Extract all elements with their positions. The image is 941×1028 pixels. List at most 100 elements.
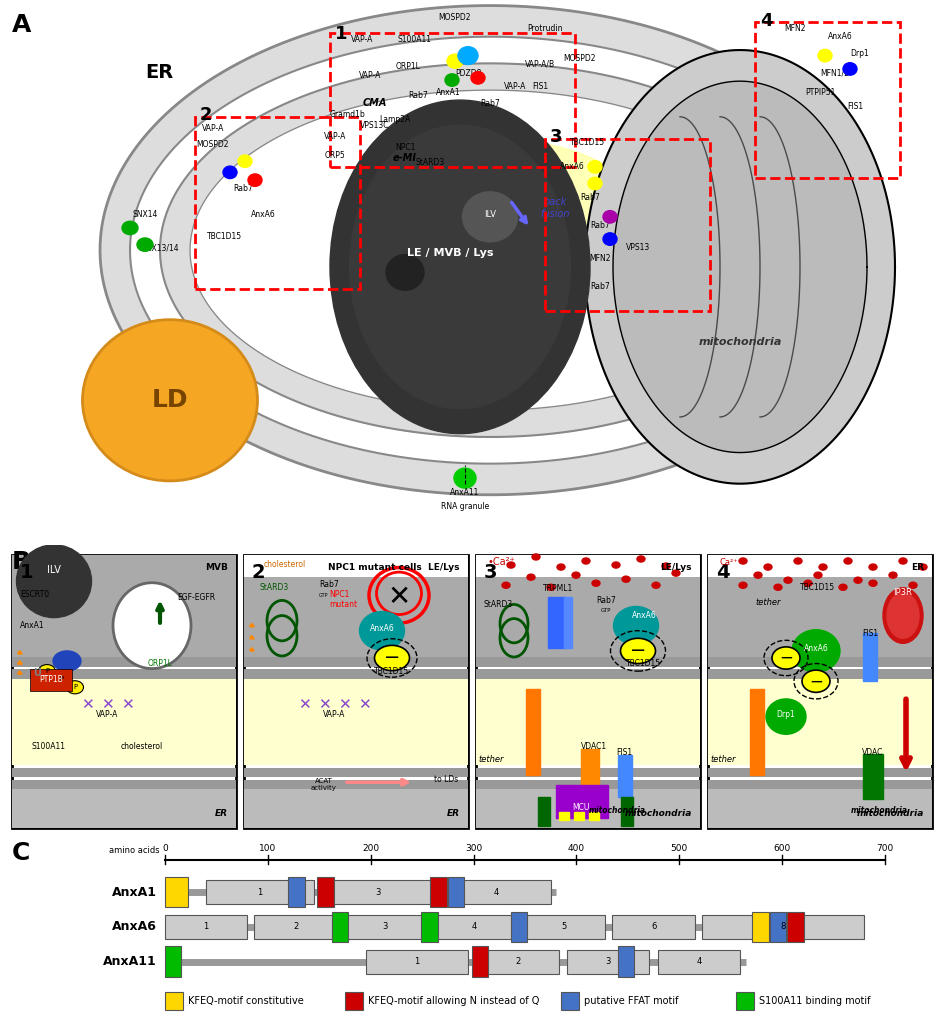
Bar (471, 947, 488, 977)
Ellipse shape (592, 580, 600, 586)
Ellipse shape (919, 564, 927, 571)
Text: VAP-A: VAP-A (324, 132, 346, 141)
Ellipse shape (447, 54, 463, 68)
Text: amino acids: amino acids (109, 846, 160, 855)
Bar (244, 768, 468, 777)
Text: ACAT
activity: ACAT activity (311, 778, 337, 792)
Bar (476, 768, 700, 777)
Bar (476, 680, 700, 765)
Text: AnxA6: AnxA6 (828, 32, 853, 41)
Text: LE/Lys: LE/Lys (661, 563, 692, 572)
Polygon shape (100, 5, 861, 494)
Text: TRPML1: TRPML1 (543, 584, 573, 593)
Text: MOSPD2: MOSPD2 (197, 140, 230, 149)
Text: ✕: ✕ (338, 697, 350, 712)
Text: 4: 4 (696, 957, 701, 966)
Ellipse shape (603, 232, 617, 246)
Text: Lamp2A: Lamp2A (379, 115, 410, 124)
Bar (708, 680, 932, 765)
Ellipse shape (802, 670, 830, 692)
FancyArrowPatch shape (250, 648, 253, 651)
Ellipse shape (53, 672, 70, 686)
Bar (617, 947, 634, 977)
Text: VAP-A: VAP-A (351, 35, 374, 44)
Ellipse shape (612, 562, 620, 568)
Ellipse shape (764, 564, 772, 571)
Text: 2: 2 (252, 563, 265, 582)
Ellipse shape (772, 647, 800, 669)
Ellipse shape (739, 558, 747, 564)
Bar (511, 912, 527, 942)
Polygon shape (190, 90, 775, 410)
Text: EGF-EGFR: EGF-EGFR (177, 593, 215, 602)
Ellipse shape (637, 556, 645, 562)
Text: VAP-A: VAP-A (503, 82, 526, 90)
Ellipse shape (502, 582, 510, 588)
Text: ✕: ✕ (388, 583, 410, 612)
Text: 3: 3 (375, 887, 381, 896)
Ellipse shape (739, 582, 747, 588)
Text: 1: 1 (335, 25, 347, 43)
Text: PTP1B: PTP1B (40, 675, 63, 685)
Text: Rab7: Rab7 (597, 596, 615, 605)
Bar (195, 117, 360, 289)
Text: Rab7: Rab7 (580, 193, 599, 203)
Ellipse shape (869, 580, 877, 586)
Text: putative FFAT motif: putative FFAT motif (584, 996, 678, 1005)
Ellipse shape (572, 573, 580, 578)
Text: MFN2: MFN2 (784, 24, 805, 33)
Text: to LDs: to LDs (434, 775, 458, 784)
Text: TBC1D15: TBC1D15 (801, 583, 836, 592)
Text: StARD3: StARD3 (415, 157, 445, 167)
Ellipse shape (454, 468, 476, 488)
Ellipse shape (83, 320, 258, 481)
Bar (30, 669, 72, 692)
Bar (708, 790, 932, 828)
Text: VPS13C: VPS13C (360, 121, 390, 130)
Bar (736, 992, 754, 1009)
Bar (12, 780, 236, 790)
Text: Rab7: Rab7 (590, 221, 610, 230)
Text: MOSPD2: MOSPD2 (439, 13, 471, 22)
Polygon shape (613, 81, 867, 452)
Text: 400: 400 (567, 844, 585, 853)
Text: ER: ER (447, 809, 460, 817)
Ellipse shape (883, 588, 923, 644)
Bar (244, 555, 468, 577)
Text: S100A11: S100A11 (398, 35, 432, 44)
Text: ER: ER (911, 563, 924, 572)
Text: AnxA6: AnxA6 (112, 920, 157, 933)
Ellipse shape (774, 584, 782, 590)
Text: 3: 3 (484, 563, 498, 582)
Ellipse shape (819, 564, 827, 571)
Text: ✕: ✕ (120, 697, 134, 712)
Bar (12, 657, 236, 667)
Ellipse shape (887, 593, 919, 638)
Bar (476, 657, 700, 667)
Text: 300: 300 (465, 844, 482, 853)
Bar (523, 915, 605, 939)
Bar (448, 877, 464, 908)
Text: LD: LD (152, 389, 188, 412)
Bar (12, 768, 236, 777)
Text: 1: 1 (203, 922, 209, 931)
Ellipse shape (794, 558, 802, 564)
Ellipse shape (854, 577, 862, 583)
Text: SNX14: SNX14 (133, 210, 158, 219)
Ellipse shape (869, 564, 877, 571)
Text: StARD3: StARD3 (260, 583, 289, 592)
Text: TBC1D15: TBC1D15 (375, 667, 409, 676)
FancyArrowPatch shape (18, 651, 22, 654)
Text: NPC1
mutant: NPC1 mutant (329, 590, 358, 610)
Bar (476, 555, 700, 828)
Bar (526, 690, 540, 775)
Ellipse shape (507, 562, 515, 568)
Text: AnxA11: AnxA11 (104, 955, 157, 968)
Text: 3: 3 (382, 922, 388, 931)
Bar (613, 915, 694, 939)
Text: P: P (45, 668, 49, 674)
Text: 100: 100 (259, 844, 277, 853)
Ellipse shape (814, 573, 822, 578)
Text: 3: 3 (606, 957, 611, 966)
Text: Rab7: Rab7 (480, 99, 500, 108)
